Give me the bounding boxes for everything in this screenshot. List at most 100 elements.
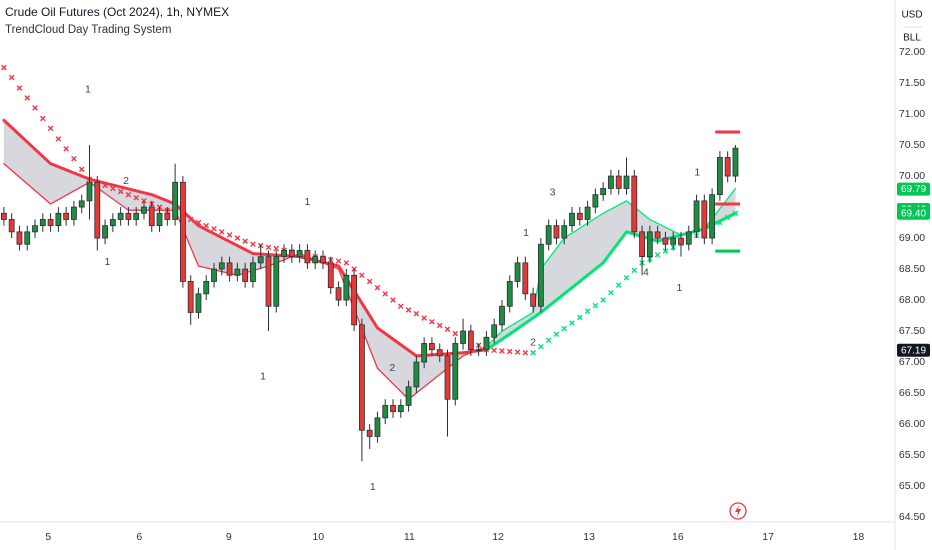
y-tick-label: 70.00 <box>899 170 925 182</box>
trail-cross <box>545 337 552 344</box>
candle-body <box>514 262 521 282</box>
candle-body <box>226 262 233 276</box>
candle-body <box>522 262 529 295</box>
candle-body <box>436 349 443 357</box>
trail-cross <box>452 330 459 337</box>
unit-label[interactable]: BLL <box>903 33 921 44</box>
wave-label: 1 <box>85 84 91 96</box>
trail-cross <box>421 315 427 321</box>
candle-body <box>0 212 7 220</box>
trail-cross <box>374 284 381 291</box>
wave-label: 2 <box>123 175 129 187</box>
trail-cross <box>608 289 614 296</box>
candle-body <box>670 237 677 245</box>
candle-body <box>537 243 544 307</box>
trail-cross <box>110 185 116 192</box>
candle-body <box>646 231 653 258</box>
currency-label[interactable]: USD <box>901 10 922 21</box>
trail-cross <box>24 95 31 101</box>
wave-label: 1 <box>523 227 529 239</box>
trail-cross <box>382 291 389 297</box>
y-tick-label: 70.50 <box>899 139 925 151</box>
trail-cross <box>125 191 132 198</box>
wave-label: 1 <box>260 371 266 383</box>
candle-body <box>475 349 482 352</box>
price-label-box <box>897 182 930 196</box>
candle-body <box>117 212 124 220</box>
candle-body <box>724 157 731 177</box>
trail-cross <box>398 303 404 310</box>
candle-body <box>94 181 101 239</box>
trail-cross <box>506 348 513 355</box>
y-tick-label: 72.00 <box>899 46 925 58</box>
candle-body <box>24 231 31 245</box>
trail-cross <box>577 314 583 321</box>
trail-cross <box>530 349 536 356</box>
candle-body <box>195 293 202 313</box>
candle-body <box>584 206 591 220</box>
candle-body <box>421 343 428 363</box>
y-tick-label: 65.50 <box>899 449 925 461</box>
chart-subtitle: TrendCloud Day Trading System <box>5 24 171 36</box>
price-label-box <box>897 343 930 357</box>
chart-title: Crude Oil Futures (Oct 2024), 1h, NYMEX <box>5 5 229 19</box>
candle-body <box>358 324 365 431</box>
x-tick-label: 12 <box>492 531 504 543</box>
candle-body <box>86 181 93 202</box>
candle-body <box>32 225 38 233</box>
candle-body <box>429 343 435 351</box>
candle-body <box>327 262 334 289</box>
candle-body <box>483 336 490 351</box>
trail-cross <box>366 278 373 285</box>
trail-cross <box>78 166 85 173</box>
candle-body <box>693 200 700 233</box>
candle-body <box>109 219 116 227</box>
wave-label: 1 <box>676 282 682 294</box>
candle-body <box>78 200 85 208</box>
trail-cross <box>226 232 233 238</box>
candle-body <box>615 175 622 189</box>
candle-body <box>320 256 326 264</box>
trail-cross <box>405 307 412 313</box>
trail-cross <box>514 349 521 355</box>
y-tick-label: 69.00 <box>899 232 925 244</box>
candle-body <box>545 225 552 245</box>
trail-cross <box>491 347 497 354</box>
wave-label: 1 <box>304 196 310 208</box>
wave-label: 2 <box>530 337 536 349</box>
candle-body <box>390 405 396 413</box>
candle-body <box>678 237 684 245</box>
trail-cross <box>662 248 669 254</box>
price-label: 69.40 <box>901 208 926 219</box>
trail-cross <box>219 229 225 235</box>
trail-cross <box>429 318 435 325</box>
candle-body <box>444 355 451 400</box>
x-tick-label: 16 <box>672 531 684 543</box>
trail-cross <box>553 331 560 337</box>
candle-body <box>234 268 241 276</box>
trail-cross <box>569 320 575 326</box>
alert-icon[interactable] <box>729 502 747 520</box>
candle-body <box>257 256 264 264</box>
trail-cross <box>63 145 69 152</box>
trail-cross <box>265 244 272 251</box>
x-tick-label: 17 <box>762 531 774 543</box>
candle-body <box>506 281 513 307</box>
candle-body <box>63 212 70 220</box>
trail-cross <box>1 64 7 71</box>
price-label: 67.19 <box>901 345 926 356</box>
candle-body <box>8 219 15 233</box>
candle-body <box>296 250 303 258</box>
candle-body <box>413 361 420 388</box>
candle-body <box>732 147 739 177</box>
candle-body <box>211 268 217 282</box>
candle-body <box>530 293 537 307</box>
candle-body <box>374 417 381 437</box>
cloud-fill <box>3 120 487 400</box>
candle-body <box>452 343 459 400</box>
candle-body <box>273 256 280 307</box>
trail-cross <box>584 308 591 315</box>
trail-cross <box>343 260 350 266</box>
